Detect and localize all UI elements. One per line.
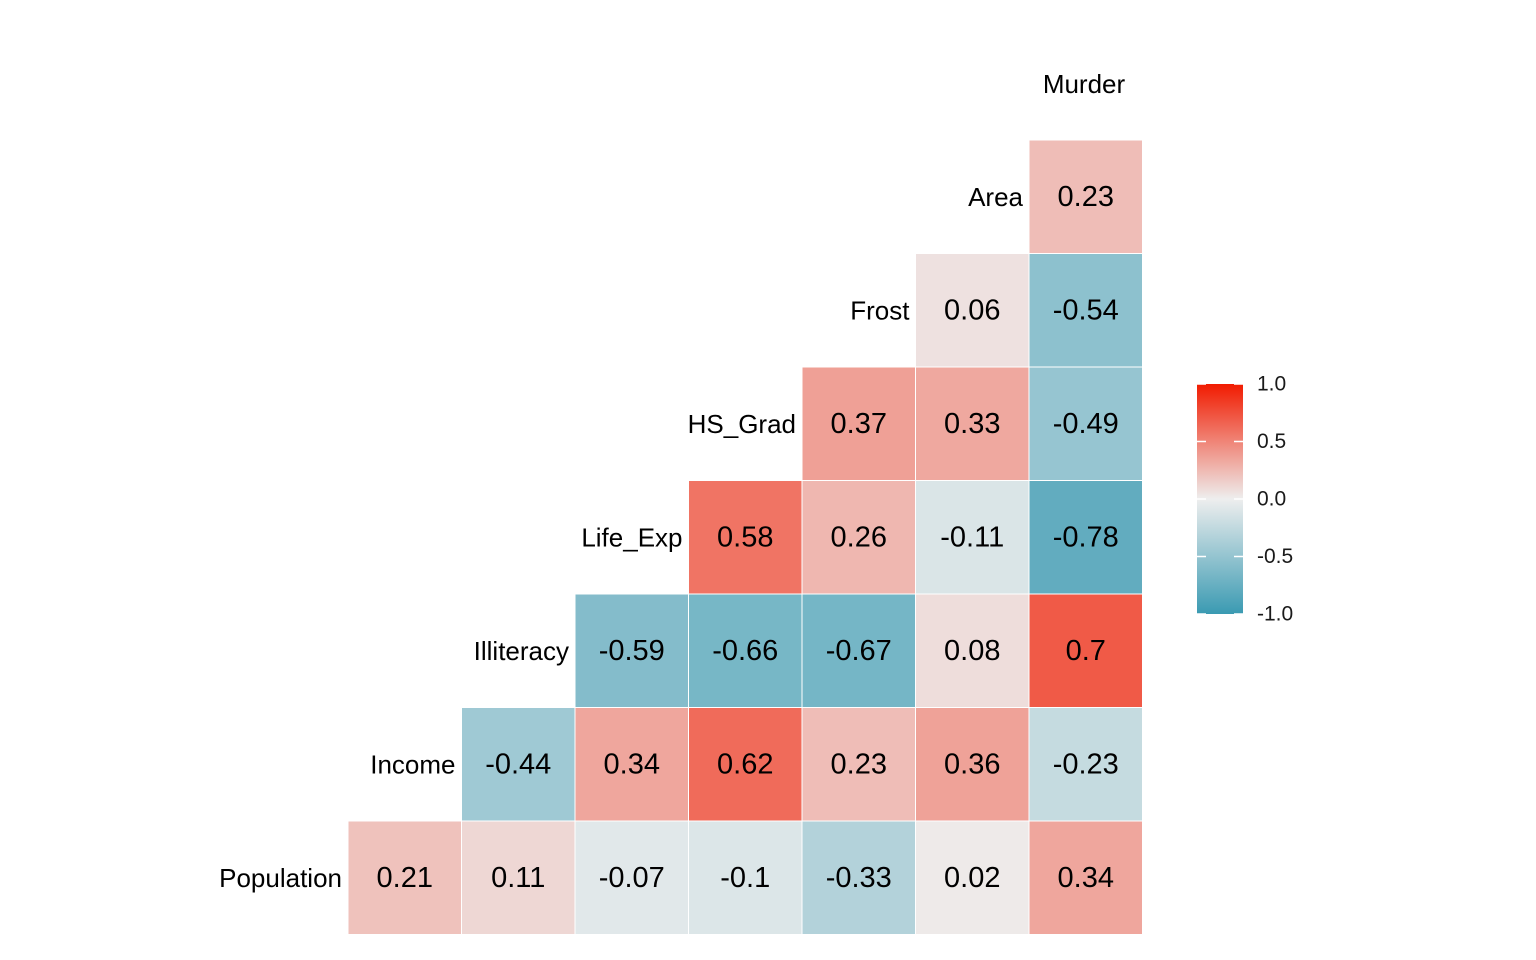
cell-value-label: 0.7 (1066, 635, 1106, 667)
color-legend: 1.0 0.5 0.0 -0.5 -1.0 (1197, 373, 1293, 626)
heatmap-cell (1028, 480, 1143, 595)
variable-label: Illiteracy (474, 636, 569, 666)
heatmap-cell (688, 707, 803, 822)
cell-value-label: -0.49 (1053, 408, 1119, 440)
heatmap-cell (915, 253, 1030, 368)
cell-value-label: -0.78 (1053, 521, 1119, 553)
cell-value-label: 0.02 (944, 862, 1000, 894)
cell-value-label: 0.34 (604, 748, 660, 780)
variable-labels: Murder Area Frost HS_Grad Life_Exp Illiteracy… (219, 69, 1125, 893)
legend-tick-label: 1.0 (1257, 373, 1286, 396)
heatmap-cell (347, 820, 462, 935)
cell-value-label: 0.34 (1058, 862, 1114, 894)
cell-value-label: 0.36 (944, 748, 1000, 780)
legend-tick-label: -1.0 (1257, 603, 1293, 626)
heatmap-cell (1028, 593, 1143, 708)
cell-value-label: 0.23 (831, 748, 887, 780)
cell-value-label: -0.66 (712, 635, 778, 667)
legend-tick-label: -0.5 (1257, 545, 1293, 568)
heatmap-cell (801, 707, 916, 822)
heatmap-cell (1028, 707, 1143, 822)
cell-value-label: 0.62 (717, 748, 773, 780)
cell-value-label: -0.54 (1053, 294, 1119, 326)
legend-tick-label: 0.5 (1257, 430, 1286, 453)
heatmap-cell (915, 366, 1030, 481)
heatmap-cell (461, 820, 576, 935)
legend-tick-label: 0.0 (1257, 488, 1286, 511)
heatmap-cell (1028, 253, 1143, 368)
variable-label: Area (968, 182, 1023, 212)
heatmap-cell (915, 707, 1030, 822)
cell-value-label: -0.59 (599, 635, 665, 667)
cell-value-label: 0.58 (717, 521, 773, 553)
heatmap-cell (1028, 820, 1143, 935)
cell-value-label: -0.33 (826, 862, 892, 894)
heatmap-cell (801, 366, 916, 481)
variable-label: Income (370, 749, 455, 779)
cell-value-label: -0.44 (485, 748, 551, 780)
heatmap-cell (915, 820, 1030, 935)
variable-label: Frost (850, 295, 910, 325)
cell-value-label: 0.26 (831, 521, 887, 553)
heatmap-cell (1028, 366, 1143, 481)
cell-value-label: 0.21 (377, 862, 433, 894)
cell-value-label: 0.06 (944, 294, 1000, 326)
heatmap-cell (688, 820, 803, 935)
cell-value-label: -0.23 (1053, 748, 1119, 780)
heatmap-cell (461, 707, 576, 822)
cell-value-label: 0.23 (1058, 181, 1114, 213)
cell-value-label: 0.11 (491, 862, 545, 894)
heatmap-cell (1028, 139, 1143, 254)
cell-value-label: -0.07 (599, 862, 665, 894)
cell-value-label: 0.33 (944, 408, 1000, 440)
variable-label: Murder (1043, 69, 1126, 99)
heatmap-cell (915, 593, 1030, 708)
heatmap-cell (688, 593, 803, 708)
variable-label: Population (219, 863, 342, 893)
variable-label: HS_Grad (688, 409, 796, 439)
heatmap-cell (801, 593, 916, 708)
heatmap-cell (801, 480, 916, 595)
cell-value-label: 0.08 (944, 635, 1000, 667)
heatmap-cell (574, 707, 689, 822)
cell-value-label: 0.37 (831, 408, 887, 440)
variable-label: Life_Exp (581, 522, 682, 552)
heatmap-cells: 0.23 0.06 -0.54 0.37 0.33 -0.49 0.58 0.26 -0.11 -… (347, 139, 1143, 935)
cell-value-label: -0.1 (720, 862, 770, 894)
cell-value-label: -0.11 (940, 521, 1004, 553)
cell-value-label: -0.67 (826, 635, 892, 667)
